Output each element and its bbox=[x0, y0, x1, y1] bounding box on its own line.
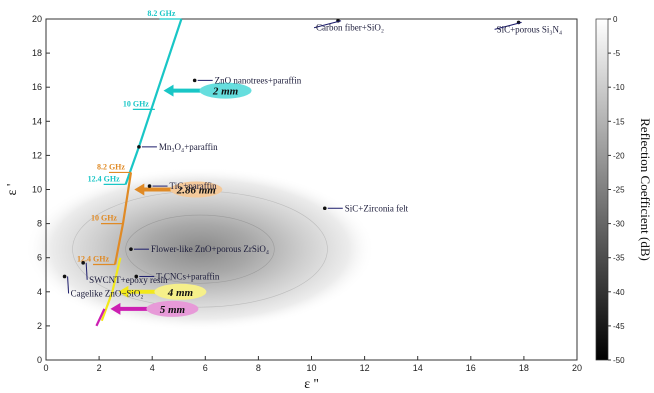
x-tick-label: 6 bbox=[203, 363, 208, 373]
x-tick-label: 10 bbox=[306, 363, 316, 373]
x-tick-label: 0 bbox=[43, 363, 48, 373]
x-tick-label: 2 bbox=[97, 363, 102, 373]
x-tick-label: 4 bbox=[150, 363, 155, 373]
x-tick-label: 20 bbox=[572, 363, 582, 373]
y-tick-label: 14 bbox=[32, 116, 42, 126]
thickness-label: 4 mm bbox=[167, 287, 194, 299]
thickness-label-bg bbox=[199, 82, 252, 99]
material-label: Mn₃O₄+paraffin bbox=[159, 142, 218, 152]
colorbar-tick-label: -50 bbox=[613, 356, 625, 365]
material-point bbox=[147, 184, 152, 188]
material-label: Flower-like ZnO+porous ZrSiO₄ bbox=[151, 244, 269, 254]
arrow-head bbox=[118, 285, 129, 298]
thickness-curve bbox=[113, 172, 133, 265]
colorbar-tick-label: 0 bbox=[613, 15, 618, 24]
y-tick-label: 0 bbox=[37, 355, 42, 365]
material-pointer bbox=[85, 262, 88, 280]
frequency-label: 12.4 GHz bbox=[88, 174, 120, 183]
frequency-label: 10 GHz bbox=[91, 214, 117, 223]
colorbar: 0 -5 -10 -15 -20 -25 -30 -35 -40 -45 -50 Reflection… bbox=[595, 15, 653, 365]
material-pointer bbox=[494, 21, 522, 30]
thickness-curve bbox=[100, 257, 122, 322]
material-pointer bbox=[313, 20, 342, 29]
material-label: Carbon fiber+SiO₂ bbox=[316, 23, 384, 33]
thickness-label: 2 mm bbox=[212, 86, 239, 98]
x-axis-label: ε '' bbox=[304, 377, 318, 392]
colorbar-tick-label: -20 bbox=[613, 151, 625, 160]
y-tick-label: 2 bbox=[37, 321, 42, 331]
colorbar-tick-label: -25 bbox=[613, 186, 625, 195]
colorbar-gradient bbox=[595, 18, 609, 361]
thickness-curve bbox=[95, 308, 106, 327]
y-tick-label: 8 bbox=[37, 219, 42, 229]
x-tick-label: 14 bbox=[413, 363, 423, 373]
material-point bbox=[62, 274, 67, 279]
thickness-label: 2.86 mm bbox=[176, 185, 217, 197]
arrow-head bbox=[163, 84, 174, 97]
y-tick-label: 10 bbox=[32, 185, 42, 195]
material-point bbox=[81, 261, 85, 265]
material-pointer bbox=[67, 276, 70, 294]
material-label: SiC+Zirconia felt bbox=[345, 203, 409, 213]
material-label: Cagelike ZnO−SiO₂ bbox=[71, 288, 144, 298]
x-tick-label: 8 bbox=[256, 363, 261, 373]
thickness-label: 5 mm bbox=[160, 304, 186, 316]
colorbar-tick-label: -35 bbox=[613, 254, 625, 263]
thickness-curve bbox=[124, 18, 183, 185]
material-point bbox=[322, 206, 327, 211]
material-point bbox=[129, 247, 133, 251]
arrow-head bbox=[134, 183, 145, 196]
material-point bbox=[192, 78, 197, 83]
material-point bbox=[137, 145, 141, 149]
frequency-label: 10 GHz bbox=[123, 99, 149, 108]
y-tick-label: 18 bbox=[32, 48, 42, 58]
x-tick-label: 12 bbox=[360, 363, 370, 373]
colorbar-tick-label: -45 bbox=[613, 322, 625, 331]
colorbar-tick-label: -15 bbox=[613, 117, 625, 126]
y-tick-label: 16 bbox=[32, 82, 42, 92]
colorbar-tick-label: -5 bbox=[613, 49, 621, 58]
y-tick-label: 12 bbox=[32, 150, 42, 160]
colorbar-tick-label: -30 bbox=[613, 220, 625, 229]
material-label: SiC+porous Si₃N₄ bbox=[497, 24, 563, 34]
frequency-label: 8.2 GHz bbox=[97, 162, 125, 171]
contour-line bbox=[125, 214, 275, 284]
material-label: T-CNCs+paraffin bbox=[156, 271, 220, 281]
material-label: ZnO nanotrees+paraffin bbox=[215, 75, 302, 85]
plot-area: 0 2 4 6 8 10 12 14 16 18 20 0 2 4 6 8 10 12 14 16 18 20 ε '' ε … bbox=[5, 9, 582, 392]
y-tick-label: 20 bbox=[32, 14, 42, 24]
y-tick-label: 6 bbox=[37, 253, 42, 263]
material-point bbox=[134, 274, 139, 279]
material-label: SWCNT+epoxy resin bbox=[89, 275, 168, 285]
thickness-label-bg bbox=[154, 283, 207, 300]
thickness-label-bg bbox=[146, 300, 199, 317]
material-label: TiC+paraffin bbox=[170, 181, 218, 191]
y-tick-label: 4 bbox=[37, 287, 42, 297]
frequency-label: 12.4 GHz bbox=[77, 255, 109, 264]
y-axis-label: ε ' bbox=[5, 184, 20, 196]
arrow-head bbox=[110, 302, 121, 315]
colorbar-label: Reflection Coefficient (dB) bbox=[638, 118, 653, 261]
x-tick-label: 16 bbox=[466, 363, 476, 373]
frequency-label: 8.2 GHz bbox=[147, 9, 175, 18]
colorbar-tick-label: -10 bbox=[613, 83, 625, 92]
thickness-label-bg bbox=[170, 181, 223, 198]
x-tick-label: 18 bbox=[519, 363, 529, 373]
colorbar-tick-label: -40 bbox=[613, 288, 625, 297]
